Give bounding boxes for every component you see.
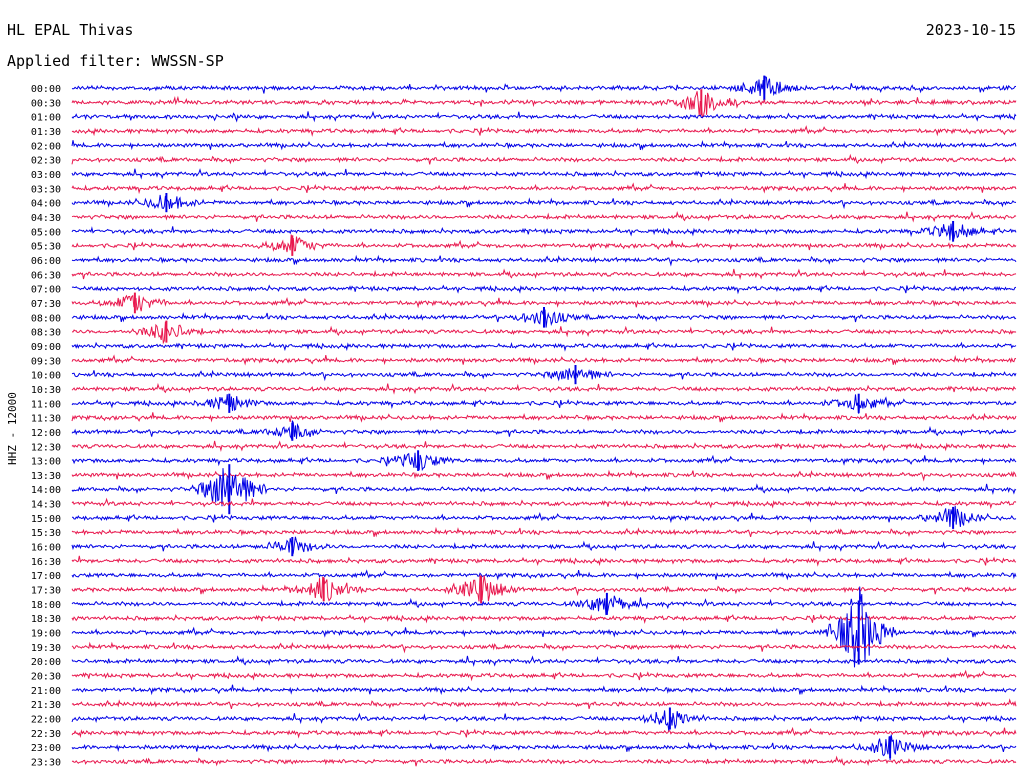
trace-row-1430 xyxy=(71,497,1017,510)
row-time-label: 16:30 xyxy=(31,557,61,568)
trace-row-0300 xyxy=(71,168,1017,180)
row-time-label: 06:30 xyxy=(31,270,61,281)
row-time-label: 17:30 xyxy=(31,586,61,597)
row-time-label: 01:30 xyxy=(31,127,61,138)
row-time-label: 02:30 xyxy=(31,156,61,167)
row-time-label: 18:00 xyxy=(31,600,61,611)
trace-row-0900 xyxy=(71,341,1017,352)
trace-row-2230 xyxy=(71,726,1017,739)
trace-row-1930 xyxy=(71,641,1017,654)
trace-row-2300 xyxy=(71,734,1017,761)
row-time-label: 00:00 xyxy=(31,84,61,95)
trace-row-1800 xyxy=(71,595,1017,616)
trace-row-1030 xyxy=(71,382,1017,395)
row-time-label: 15:00 xyxy=(31,514,61,525)
trace-row-1500 xyxy=(72,505,1017,527)
row-time-label: 07:30 xyxy=(31,299,61,310)
trace-row-0130 xyxy=(71,125,1017,137)
row-time-label: 05:00 xyxy=(31,227,61,238)
row-time-label: 03:30 xyxy=(31,184,61,195)
trace-row-0700 xyxy=(71,284,1017,295)
trace-row-2100 xyxy=(71,684,1017,696)
row-time-label: 11:00 xyxy=(31,399,61,410)
trace-row-0330 xyxy=(71,182,1017,195)
trace-row-1900 xyxy=(71,586,1017,668)
trace-row-2000 xyxy=(71,655,1017,667)
row-time-label: 12:00 xyxy=(31,428,61,439)
row-time-label: 13:00 xyxy=(31,457,61,468)
row-time-label: 10:30 xyxy=(31,385,61,396)
row-time-label: 00:30 xyxy=(31,98,61,109)
trace-row-0830 xyxy=(71,321,1017,345)
row-time-label: 23:00 xyxy=(31,743,61,754)
row-time-label: 08:30 xyxy=(31,328,61,339)
row-time-label: 22:30 xyxy=(31,729,61,740)
trace-row-0630 xyxy=(71,268,1017,280)
row-time-label: 07:00 xyxy=(31,285,61,296)
trace-row-1600 xyxy=(71,536,1017,555)
row-time-label: 17:00 xyxy=(31,571,61,582)
row-time-label: 11:30 xyxy=(31,414,61,425)
trace-row-1000 xyxy=(71,368,1017,382)
row-time-label: 22:00 xyxy=(31,715,61,726)
trace-row-0730 xyxy=(71,294,1017,312)
row-time-label: 03:00 xyxy=(31,170,61,181)
trace-row-1130 xyxy=(71,412,1017,423)
row-time-label: 13:30 xyxy=(31,471,61,482)
row-time-label: 19:00 xyxy=(31,629,61,640)
filter-label: Applied filter: WWSSN-SP xyxy=(7,52,224,70)
trace-row-1630 xyxy=(71,555,1017,567)
trace-row-1300 xyxy=(71,452,1017,472)
trace-row-1230 xyxy=(71,440,1017,452)
row-time-label: 06:00 xyxy=(31,256,61,267)
trace-row-0200 xyxy=(71,139,1017,151)
trace-row-0930 xyxy=(71,354,1017,366)
row-time-label: 20:30 xyxy=(31,672,61,683)
trace-row-0530 xyxy=(71,234,1017,254)
trace-row-2200 xyxy=(71,710,1017,732)
trace-row-1830 xyxy=(71,613,1017,625)
trace-row-1100 xyxy=(71,394,1017,414)
trace-row-0600 xyxy=(71,254,1017,267)
row-time-label: 15:30 xyxy=(31,528,61,539)
trace-row-0100 xyxy=(71,110,1017,123)
trace-row-0500 xyxy=(71,223,1017,243)
row-time-label: 02:00 xyxy=(31,141,61,152)
row-time-label: 09:30 xyxy=(31,356,61,367)
row-time-label: 01:00 xyxy=(31,113,61,124)
row-time-label: 04:30 xyxy=(31,213,61,224)
trace-row-2130 xyxy=(71,698,1017,710)
row-time-label: 21:00 xyxy=(31,686,61,697)
trace-row-1530 xyxy=(71,526,1017,538)
row-time-label: 18:30 xyxy=(31,614,61,625)
row-time-label: 10:00 xyxy=(31,371,61,382)
row-time-label: 16:00 xyxy=(31,543,61,554)
row-time-label: 08:00 xyxy=(31,313,61,324)
trace-row-1330 xyxy=(71,469,1017,482)
trace-row-1730 xyxy=(71,574,1017,602)
row-time-label: 04:00 xyxy=(31,199,61,210)
station-title: HL EPAL Thivas xyxy=(7,21,134,39)
trace-row-1200 xyxy=(71,420,1017,440)
row-time-label: 09:00 xyxy=(31,342,61,353)
row-time-label: 23:30 xyxy=(31,758,61,769)
row-time-label: 14:30 xyxy=(31,500,61,511)
row-time-label: 05:30 xyxy=(31,242,61,253)
trace-row-0000 xyxy=(71,76,1017,101)
row-time-label: 20:00 xyxy=(31,657,61,668)
trace-row-0230 xyxy=(71,153,1017,165)
trace-row-2330 xyxy=(71,755,1017,767)
row-time-label: 19:30 xyxy=(31,643,61,654)
row-time-label: 12:30 xyxy=(31,442,61,453)
trace-row-0430 xyxy=(71,211,1017,223)
trace-row-0030 xyxy=(71,91,1017,119)
row-time-label: 14:00 xyxy=(31,485,61,496)
trace-row-1700 xyxy=(71,569,1017,581)
row-time-label: 21:30 xyxy=(31,700,61,711)
trace-row-0400 xyxy=(71,194,1017,210)
plot-date: 2023-10-15 xyxy=(925,21,1016,39)
trace-row-2030 xyxy=(71,669,1017,682)
